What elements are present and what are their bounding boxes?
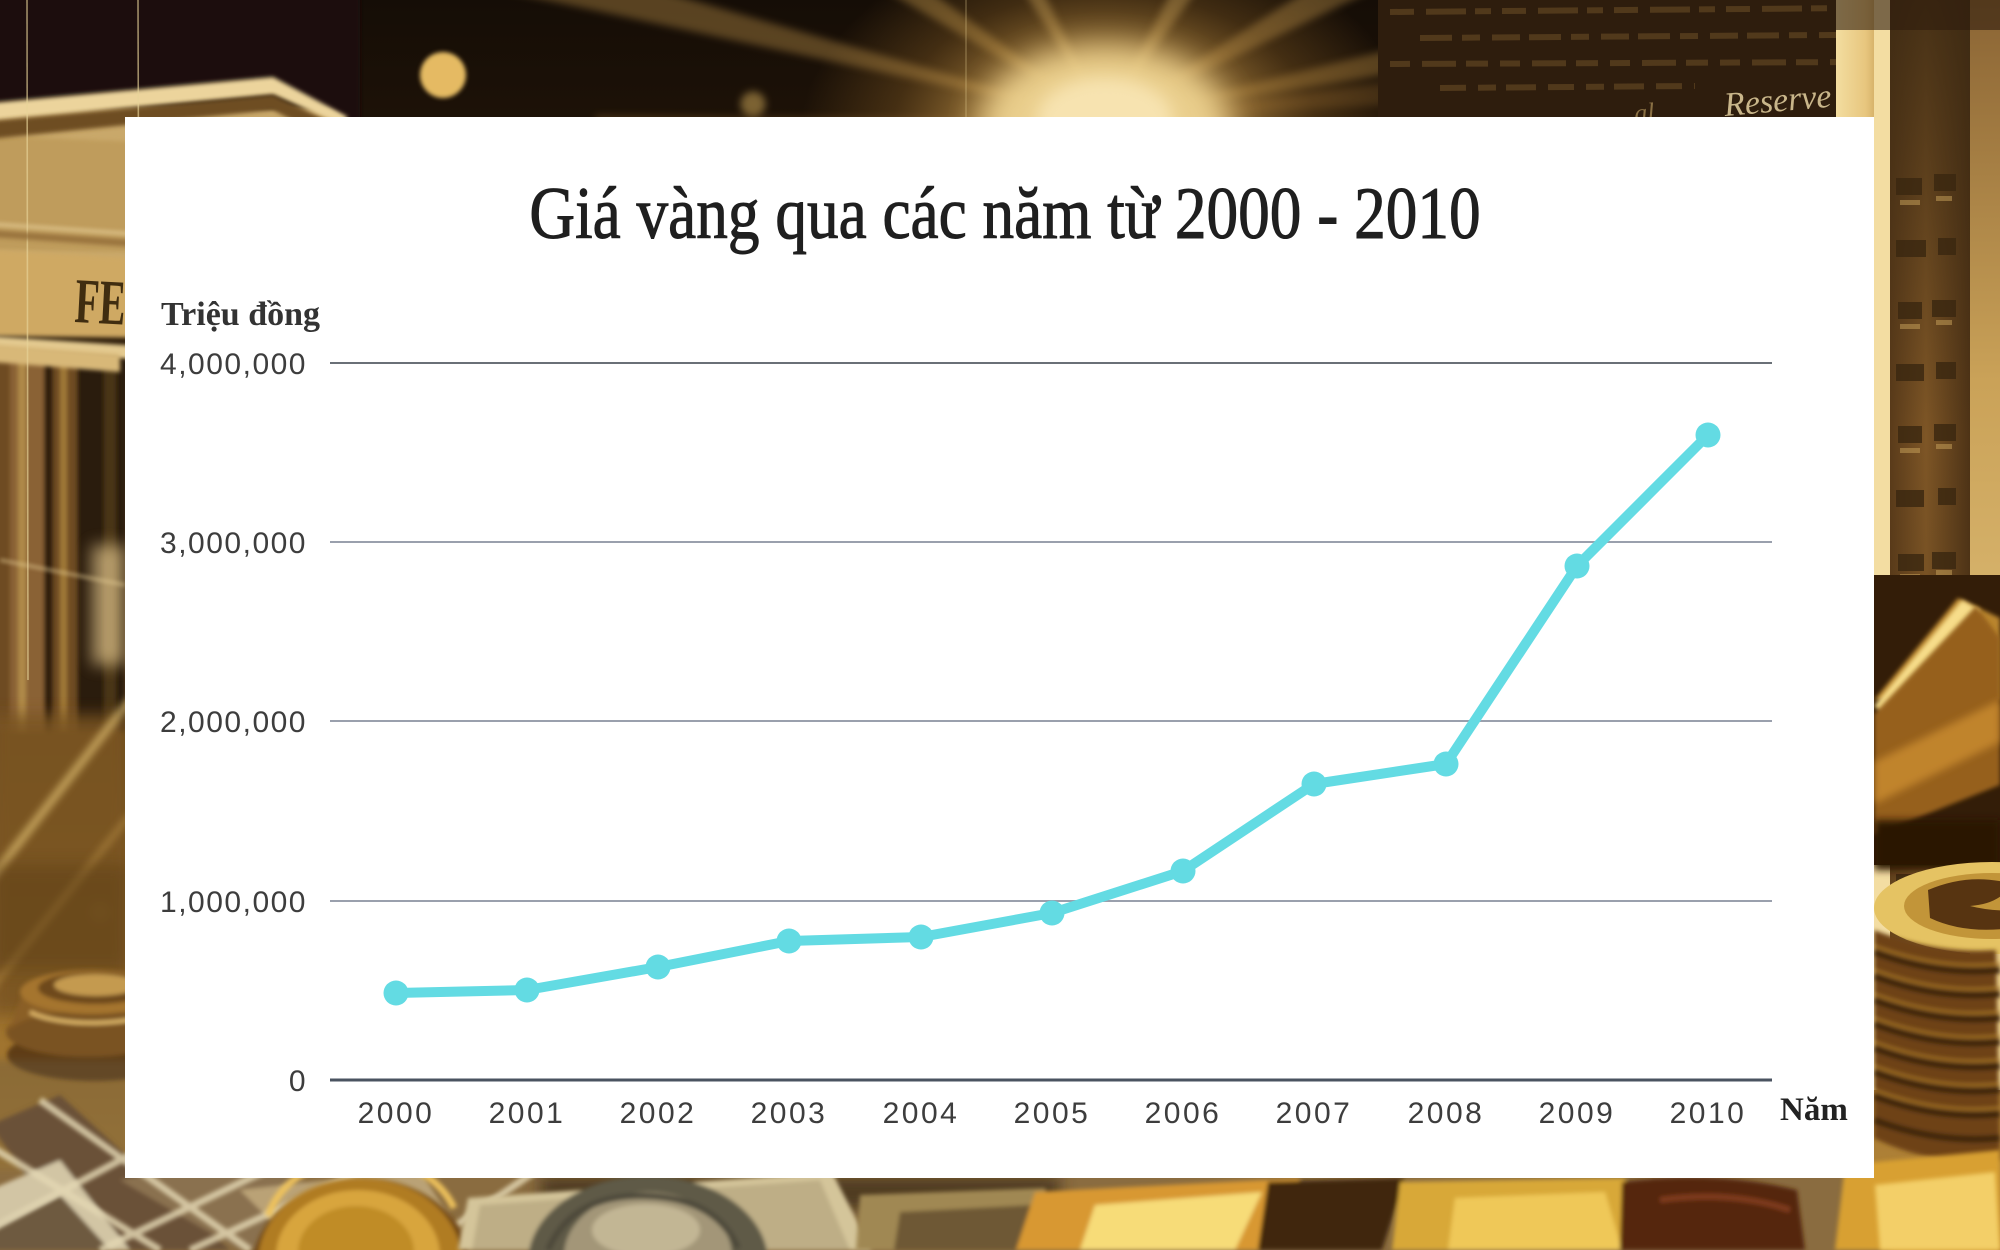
svg-text:2002: 2002 bbox=[620, 1097, 697, 1130]
svg-text:2,000,000: 2,000,000 bbox=[160, 706, 307, 739]
svg-text:Triệu đồng: Triệu đồng bbox=[161, 296, 320, 333]
svg-text:2006: 2006 bbox=[1145, 1097, 1222, 1130]
svg-text:Năm: Năm bbox=[1780, 1092, 1848, 1128]
svg-text:Giá vàng qua các năm từ 2000 -: Giá vàng qua các năm từ 2000 - 2010 bbox=[529, 172, 1480, 254]
svg-text:4,000,000: 4,000,000 bbox=[160, 348, 307, 381]
svg-text:2004: 2004 bbox=[883, 1097, 960, 1130]
svg-text:2005: 2005 bbox=[1014, 1097, 1091, 1130]
svg-text:0: 0 bbox=[289, 1065, 307, 1098]
svg-text:2009: 2009 bbox=[1539, 1097, 1616, 1130]
svg-text:2001: 2001 bbox=[489, 1097, 566, 1130]
svg-text:2010: 2010 bbox=[1670, 1097, 1747, 1130]
svg-text:2003: 2003 bbox=[751, 1097, 828, 1130]
svg-text:1,000,000: 1,000,000 bbox=[160, 886, 307, 919]
svg-text:2008: 2008 bbox=[1408, 1097, 1485, 1130]
svg-text:2000: 2000 bbox=[358, 1097, 435, 1130]
svg-text:FE: FE bbox=[73, 266, 127, 339]
svg-text:3,000,000: 3,000,000 bbox=[160, 527, 307, 560]
svg-text:2007: 2007 bbox=[1276, 1097, 1353, 1130]
